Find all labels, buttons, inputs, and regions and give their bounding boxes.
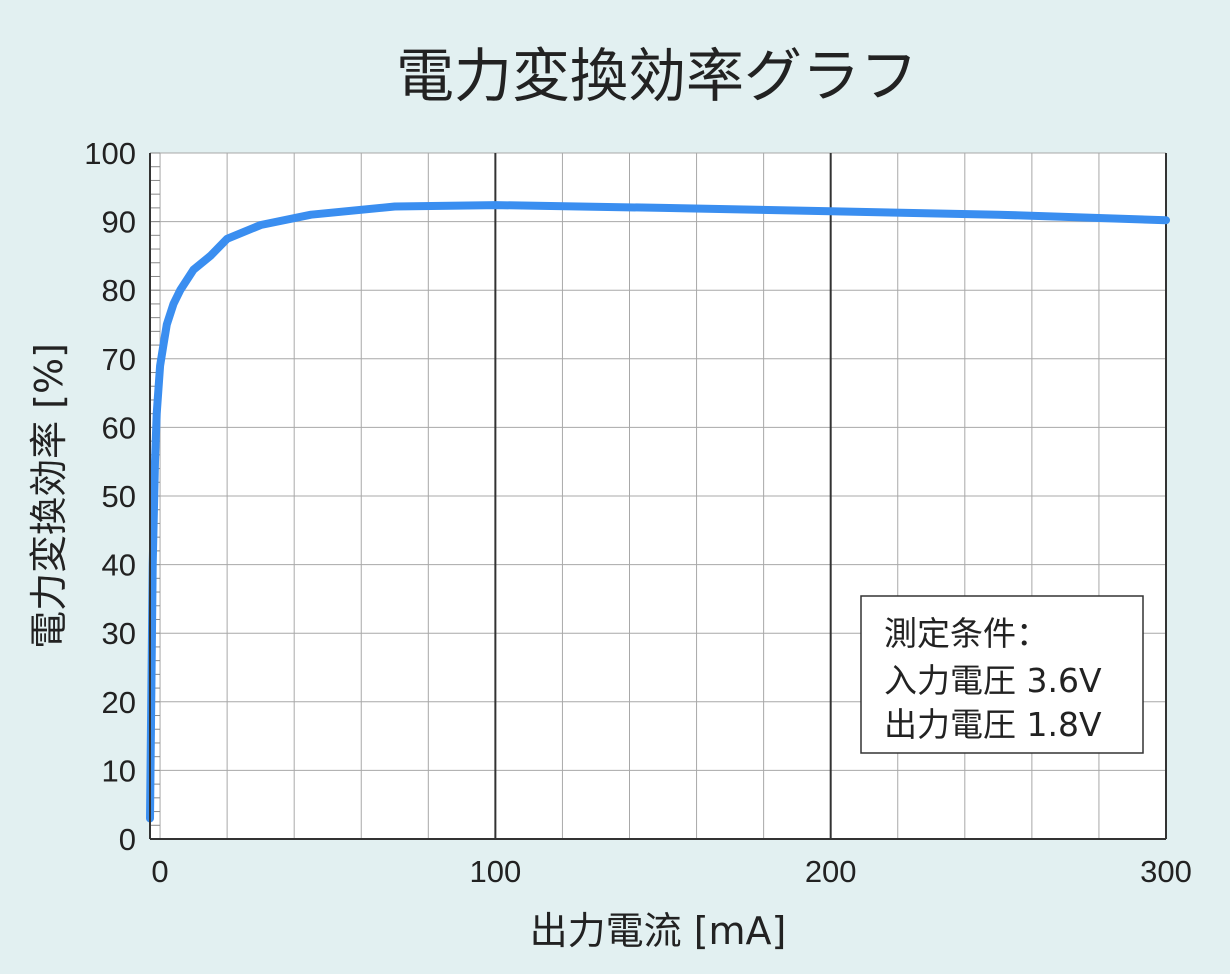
y-axis-label: 電力変換効率 [%]: [27, 343, 71, 649]
y-tick-labels: 0 10 20 30 40 50 60 70 80 90 100: [84, 136, 136, 857]
chart-title: 電力変換効率グラフ: [396, 42, 918, 110]
y-tick-label: 30: [102, 616, 136, 651]
y-tick-label: 70: [102, 342, 136, 377]
x-tick-label: 200: [805, 854, 857, 889]
y-tick-label: 50: [102, 479, 136, 514]
x-tick-label: 0: [151, 854, 168, 889]
y-tick-label: 60: [102, 410, 136, 445]
y-tick-label: 20: [102, 685, 136, 720]
y-tick-label: 10: [102, 753, 136, 788]
y-tick-label: 90: [102, 205, 136, 240]
x-tick-label: 300: [1140, 854, 1192, 889]
legend-box: [860, 595, 1144, 754]
y-tick-label: 80: [102, 273, 136, 308]
x-tick-labels: 0 100 200 300: [151, 854, 1191, 889]
y-tick-label: 0: [119, 822, 136, 857]
x-tick-label: 100: [470, 854, 522, 889]
y-tick-label: 40: [102, 548, 136, 583]
major-grid: [494, 153, 1167, 839]
x-axis-label: 出力電流 [mA]: [530, 909, 787, 953]
y-tick-label: 100: [84, 136, 136, 171]
legend-line-1: 測定条件：: [884, 614, 1049, 653]
legend-line-3: 出力電圧 1.8V: [884, 705, 1102, 744]
condition-legend: 測定条件： 入力電圧 3.6V 出力電圧 1.8V: [860, 595, 1144, 754]
efficiency-line: [146, 201, 1170, 823]
legend-line-2: 入力電圧 3.6V: [884, 661, 1102, 700]
